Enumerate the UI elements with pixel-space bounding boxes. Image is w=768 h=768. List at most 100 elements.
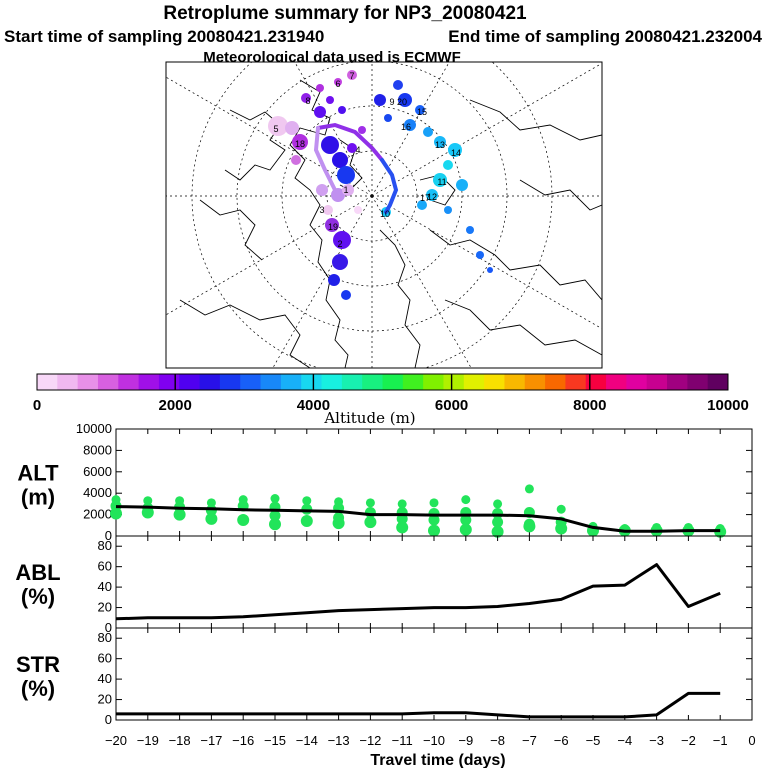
x-tick-label: −16 bbox=[232, 733, 254, 748]
colorbar-segment bbox=[37, 374, 58, 390]
plume-number-label: 12 bbox=[427, 192, 437, 202]
colorbar-segment bbox=[260, 374, 282, 390]
y-tick-label: 40 bbox=[98, 579, 112, 594]
panel-alt: 0 2000 4000 6000 8000 10000 ALT(m) bbox=[17, 421, 753, 543]
colorbar-label: Altitude (m) bbox=[323, 409, 415, 427]
altitude-dot bbox=[143, 496, 153, 506]
x-axis-label: Travel time (days) bbox=[370, 752, 505, 768]
y-tick-label: 80 bbox=[98, 538, 112, 553]
plume-dot bbox=[426, 189, 438, 201]
y-tick-label: 6000 bbox=[83, 464, 112, 479]
plume-dot bbox=[423, 127, 433, 137]
colorbar-segment bbox=[57, 374, 79, 390]
x-tick-label: 0 bbox=[748, 733, 755, 748]
altitude-dot bbox=[332, 517, 345, 530]
end-time-label: End time of sampling 20080421.232004 bbox=[448, 27, 762, 46]
colorbar-segment bbox=[463, 374, 485, 390]
altitude-dot bbox=[205, 512, 218, 525]
y-tick-label: 4000 bbox=[83, 485, 112, 500]
plume-dot bbox=[342, 184, 354, 196]
x-tick-label: −1 bbox=[713, 733, 728, 748]
colorbar-segment bbox=[626, 374, 648, 390]
time-series-panels: 0200040006000800010000ALT(m)020406080ABL… bbox=[15, 421, 755, 748]
colorbar-segment bbox=[97, 374, 119, 390]
altitude-dot bbox=[493, 499, 503, 509]
altitude-dot bbox=[459, 523, 472, 536]
plume-dot bbox=[326, 96, 334, 104]
plume-dots bbox=[268, 70, 493, 300]
x-tick-label: −20 bbox=[105, 733, 127, 748]
colorbar-segment bbox=[402, 374, 424, 390]
altitude-dot bbox=[269, 510, 281, 522]
altitude-dot bbox=[460, 514, 472, 526]
plume-dot bbox=[398, 93, 412, 107]
colorbar-tick-label: 2000 bbox=[159, 397, 192, 414]
series-line-abl bbox=[115, 563, 721, 621]
plume-dot bbox=[434, 136, 446, 148]
x-tick-label: −9 bbox=[458, 733, 473, 748]
plume-dot bbox=[325, 218, 339, 232]
y-tick-label: 20 bbox=[98, 692, 112, 707]
altitude-dot bbox=[397, 499, 407, 509]
plume-dot bbox=[448, 143, 462, 157]
altitude-dot bbox=[110, 507, 122, 520]
plume-number-label: 5 bbox=[273, 124, 278, 134]
colorbar-segment bbox=[484, 374, 505, 390]
colorbar-segment bbox=[545, 374, 566, 390]
plume-number-label: 10 bbox=[380, 209, 390, 219]
x-tick-label: −2 bbox=[681, 733, 696, 748]
altitude-dot bbox=[524, 484, 534, 494]
altitude-dot bbox=[302, 496, 312, 506]
altitude-dot bbox=[270, 494, 280, 504]
plume-number-label: 4 bbox=[355, 145, 360, 155]
y-tick-label: 60 bbox=[98, 559, 112, 574]
colorbar-segment bbox=[118, 374, 140, 390]
x-tick-label: −14 bbox=[296, 733, 318, 748]
colorbar-tick-label: 6000 bbox=[435, 397, 468, 414]
colorbar-frame bbox=[36, 373, 729, 391]
colorbar-segment bbox=[362, 374, 383, 390]
plume-dot bbox=[338, 106, 346, 114]
y-tick-label: 0 bbox=[105, 528, 112, 543]
plume-dot bbox=[333, 231, 351, 249]
plume-number-label: 6 bbox=[335, 79, 340, 89]
plume-dot bbox=[292, 134, 308, 150]
plume-dot bbox=[384, 114, 392, 122]
colorbar-segment bbox=[423, 374, 444, 390]
plume-number-label: 11 bbox=[437, 177, 446, 187]
plume-dot bbox=[374, 94, 386, 106]
y-tick-label: 40 bbox=[98, 671, 112, 686]
y-tick-label: 60 bbox=[98, 651, 112, 666]
plume-dot bbox=[404, 119, 416, 131]
colorbar-segment bbox=[707, 374, 729, 390]
colorbar-segment bbox=[280, 374, 302, 390]
colorbar-segment bbox=[321, 374, 343, 390]
altitude-dot bbox=[428, 524, 440, 537]
plume-dot bbox=[487, 267, 493, 273]
altitude-dot bbox=[206, 498, 216, 508]
plume-number-label: 2 bbox=[337, 239, 342, 249]
panel-frame bbox=[115, 627, 753, 721]
x-tick-label: −5 bbox=[586, 733, 601, 748]
y-tick-label: 8000 bbox=[83, 442, 112, 457]
plume-number-label: 15 bbox=[417, 107, 427, 117]
plume-number-label: 3 bbox=[319, 205, 324, 215]
plume-number-label: 7 bbox=[349, 71, 354, 81]
altitude-dot bbox=[269, 518, 281, 531]
plume-number-label: 13 bbox=[435, 140, 445, 150]
colorbar-segment bbox=[240, 374, 262, 390]
plume-number-label: 16 bbox=[401, 122, 411, 132]
plume-dot bbox=[323, 205, 333, 215]
altitude-dot bbox=[301, 503, 313, 515]
y-tick-label: 80 bbox=[98, 630, 112, 645]
x-tick-label: −19 bbox=[137, 733, 159, 748]
altitude-dot bbox=[173, 508, 186, 521]
series-line-alt bbox=[115, 505, 721, 533]
altitude-dot bbox=[492, 516, 504, 528]
panel-ylabel: ALT bbox=[17, 461, 59, 486]
colorbar-segment bbox=[585, 374, 607, 390]
altitude-dot bbox=[300, 515, 313, 528]
colorbar-segment bbox=[687, 374, 709, 390]
